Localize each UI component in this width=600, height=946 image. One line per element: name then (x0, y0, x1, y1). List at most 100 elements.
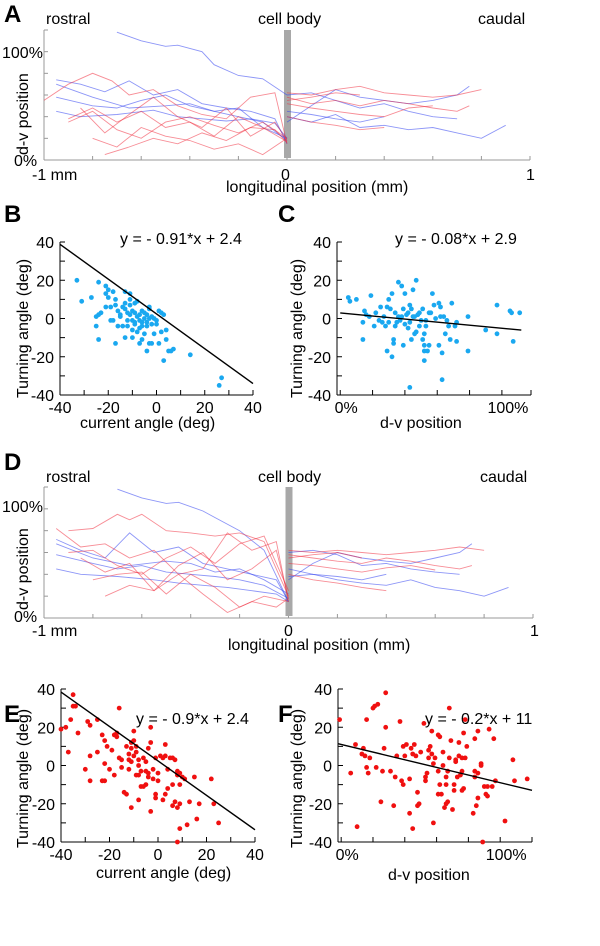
data-point (354, 297, 359, 302)
data-point (171, 346, 176, 352)
x-tick-label-f: 100% (486, 847, 527, 864)
data-point (383, 323, 388, 329)
data-point (442, 805, 447, 810)
data-point (373, 310, 379, 316)
trace-blue-r4 (286, 110, 385, 123)
data-point (148, 740, 154, 745)
data-point (440, 763, 446, 768)
data-point (132, 310, 138, 316)
data-point (345, 295, 351, 300)
data-point (125, 323, 130, 329)
data-point (378, 799, 384, 805)
x-tick-start-d: -1 mm (32, 623, 77, 640)
data-point (389, 354, 395, 360)
data-point (139, 319, 145, 325)
data-point (102, 778, 108, 784)
data-point (512, 778, 517, 784)
plot-area-a (43, 29, 531, 161)
y-tick-label-b: -20 (31, 350, 54, 367)
data-point (480, 839, 486, 845)
data-point (451, 788, 457, 793)
data-point (391, 337, 396, 342)
y-tick-0-d: 0% (14, 609, 37, 626)
data-point (411, 742, 417, 747)
plot-area-d (43, 486, 534, 619)
data-point (415, 789, 420, 795)
data-point (163, 327, 169, 333)
data-point (128, 805, 134, 810)
x-axis-label-a: longitudinal position (mm) (226, 179, 408, 196)
data-point (68, 717, 74, 722)
data-point (177, 801, 183, 807)
data-point (392, 774, 398, 780)
data-point (400, 342, 406, 348)
data-point (375, 701, 381, 707)
trace-blue-3 (56, 94, 288, 141)
data-point (211, 801, 217, 807)
trace-blue-1 (116, 31, 288, 96)
panel-c: C y = - 0.08*x + 2.9 d-v position Turnin… (278, 201, 532, 432)
data-point (407, 385, 413, 390)
data-point (151, 331, 157, 337)
cell-body-bar (284, 30, 291, 158)
x-tick-label-e: -20 (98, 847, 121, 864)
data-point (348, 770, 354, 776)
data-point (187, 352, 193, 358)
data-point (413, 753, 419, 759)
trace-blue-5 (56, 83, 288, 139)
data-point (364, 765, 369, 770)
data-point (347, 298, 353, 304)
data-point (470, 810, 476, 816)
y-tick-label-f: 20 (314, 720, 332, 737)
trace-blue-5 (56, 543, 289, 595)
data-point (126, 751, 132, 757)
data-point (65, 749, 71, 755)
data-point (430, 291, 435, 296)
y-tick-label-f: -40 (309, 835, 332, 852)
data-point (136, 763, 142, 768)
data-point (421, 721, 427, 726)
data-point (96, 337, 101, 342)
data-point (510, 757, 516, 763)
data-point (378, 304, 383, 310)
data-point (386, 319, 392, 325)
data-point (144, 319, 150, 325)
data-point (122, 300, 128, 306)
data-point (126, 766, 132, 772)
x-tick-label-b: -40 (48, 400, 71, 417)
data-point (109, 747, 115, 753)
data-point (170, 755, 176, 761)
data-point (371, 323, 377, 329)
x-tick-end-a: 1 (526, 167, 535, 184)
data-point (413, 329, 419, 335)
data-point (489, 784, 495, 789)
data-point (407, 302, 413, 308)
data-point (459, 768, 465, 774)
data-point (436, 300, 442, 306)
data-point (103, 291, 109, 296)
data-point (517, 310, 523, 316)
data-point (483, 327, 489, 333)
y-tick-label-c: 0 (322, 312, 331, 329)
data-point (96, 279, 101, 285)
trace-blue-r3 (288, 549, 460, 575)
data-point (105, 295, 111, 300)
y-tick-label-c: 20 (313, 273, 331, 290)
trace-red-r2 (286, 96, 470, 112)
data-point (160, 797, 166, 803)
data-point (141, 755, 146, 761)
data-point (138, 768, 144, 774)
data-point (130, 327, 135, 333)
y-tick-0-a: 0% (14, 153, 37, 170)
data-point (142, 331, 147, 337)
data-point (456, 740, 462, 745)
data-point (177, 826, 183, 831)
y-axis-label-f: Turning angle (deg) (289, 709, 306, 848)
data-point (148, 724, 154, 730)
data-point (409, 337, 414, 342)
data-point (127, 297, 133, 302)
y-axis-label-a: d-v position (15, 73, 32, 155)
data-point (122, 335, 128, 340)
data-point (98, 310, 104, 316)
y-tick-label-f: 0 (323, 759, 332, 776)
